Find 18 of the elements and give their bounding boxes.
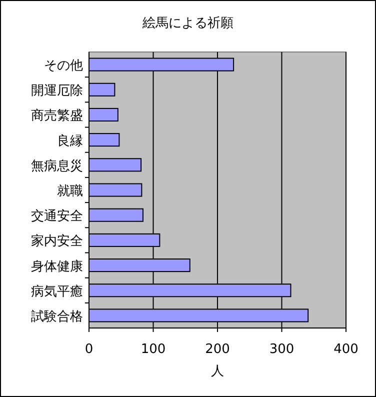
y-tick-label: 無病息災 — [31, 158, 83, 174]
y-tick-label: 家内安全 — [31, 233, 83, 250]
x-tick-label: 100 — [140, 342, 166, 357]
y-tick-label: 就職 — [57, 184, 83, 199]
x-tick-label: 0 — [84, 342, 94, 357]
x-axis-title: 人 — [211, 364, 224, 379]
chart-title: 絵馬による祈願 — [142, 16, 234, 31]
x-tick-label: 200 — [205, 342, 230, 357]
y-tick-label: 商売繁盛 — [31, 108, 83, 124]
y-tick-label: 開運厄除 — [31, 84, 83, 99]
x-tick-label: 300 — [269, 342, 294, 357]
y-tick-label: その他 — [44, 58, 83, 74]
x-tick-label: 400 — [334, 342, 358, 357]
y-tick-label: 良縁 — [57, 134, 83, 149]
y-tick-label: 試験合格 — [31, 309, 83, 324]
y-tick-label: 交通安全 — [31, 208, 83, 224]
y-tick-label: 病気平癒 — [31, 284, 83, 300]
y-tick-label: 身体健康 — [31, 259, 83, 274]
